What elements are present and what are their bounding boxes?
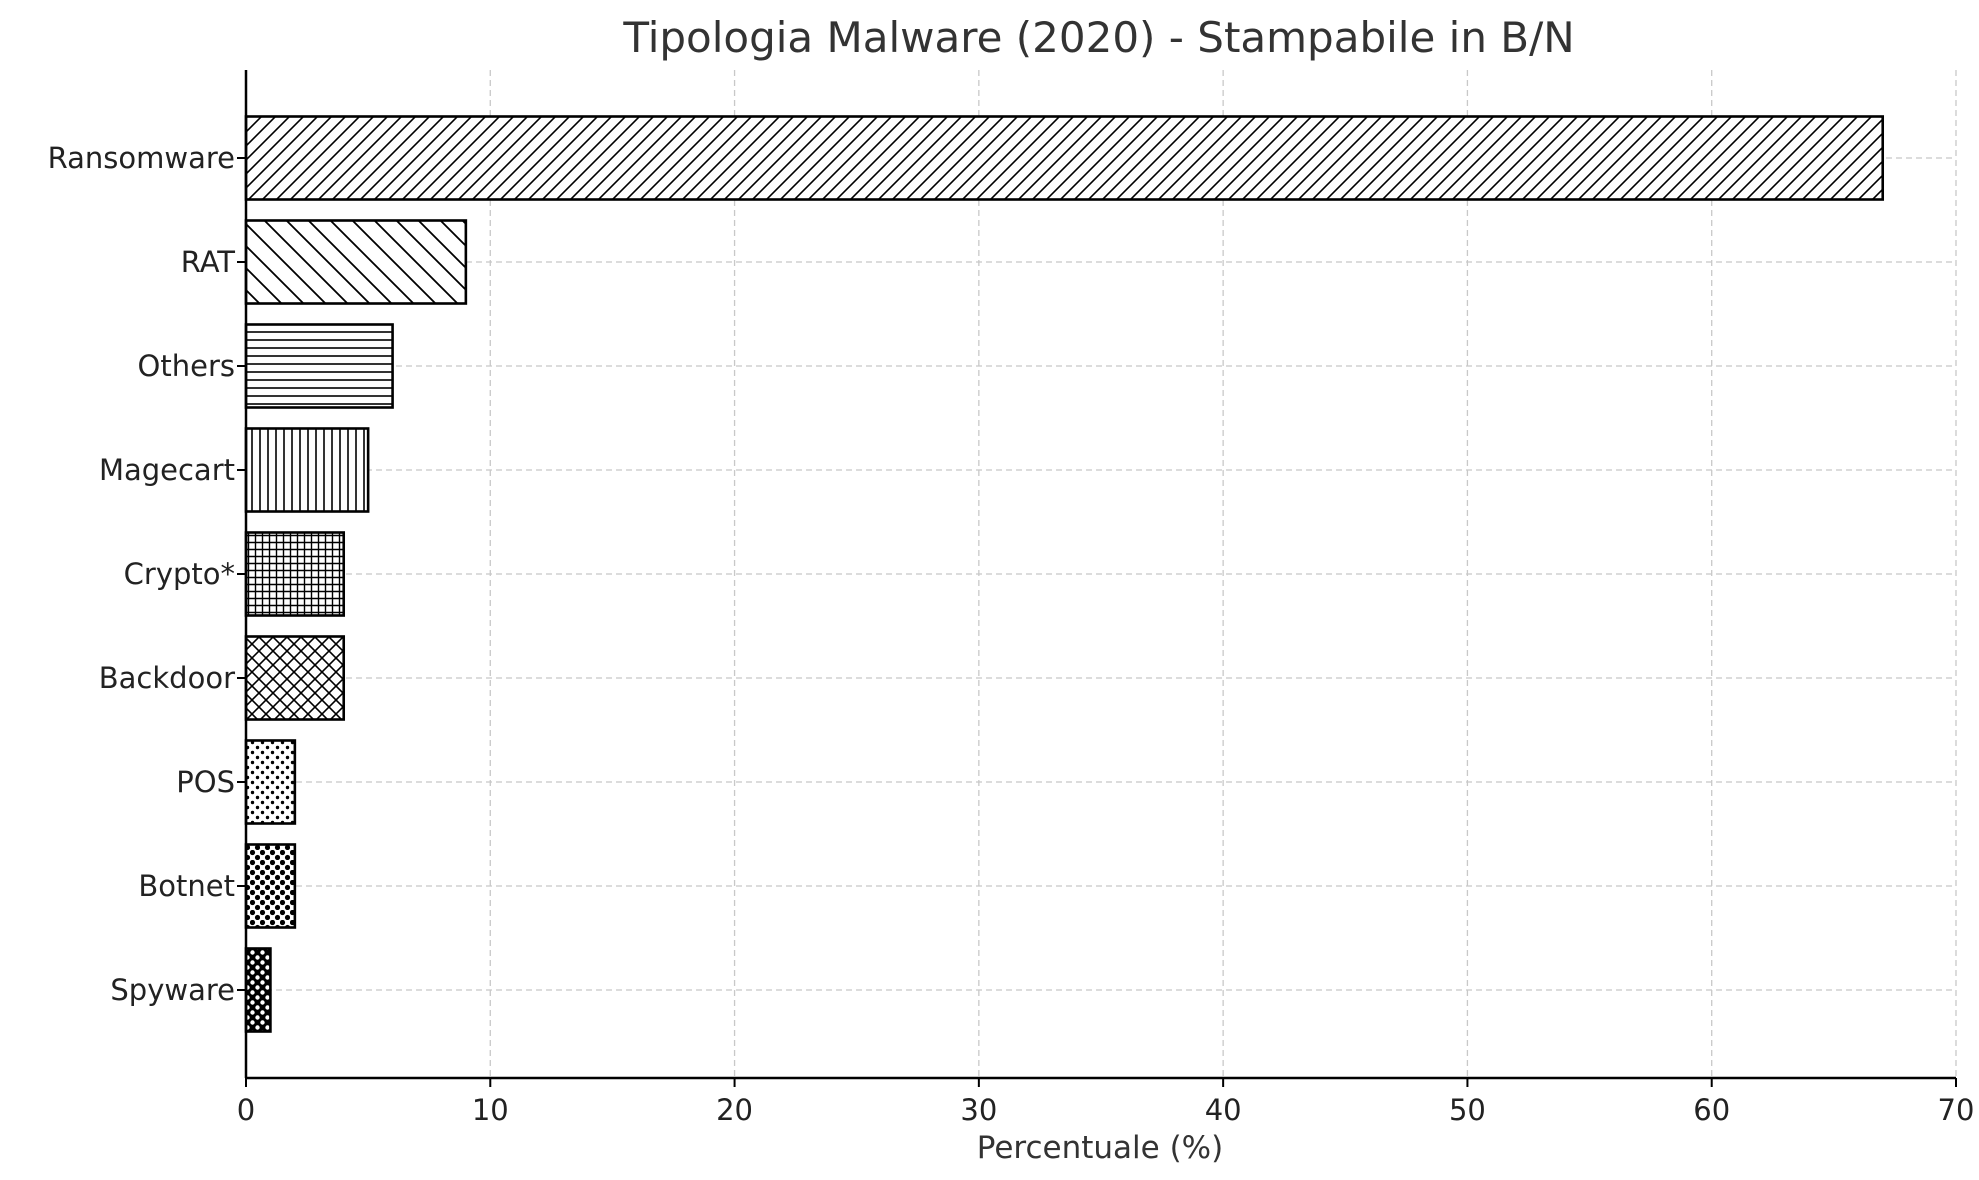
x-tick-label: 0: [237, 1093, 255, 1127]
bar-magecart: [244, 427, 370, 513]
y-tick-label: Magecart: [99, 453, 235, 487]
x-axis-label: Percentuale (%): [977, 1130, 1223, 1166]
bar-others: [244, 323, 394, 409]
y-tick-label: Crypto*: [124, 557, 235, 591]
x-tick-label: 50: [1449, 1093, 1486, 1127]
y-tick-label: RAT: [181, 245, 236, 279]
bar-rat: [244, 219, 468, 305]
y-axis-ticks: Ransomware RAT Others Magecart Crypto* Backdo…: [48, 141, 246, 1007]
y-tick-label: Others: [138, 349, 235, 383]
y-tick-label: POS: [176, 765, 235, 799]
x-tick-label: 30: [960, 1093, 997, 1127]
bar-crypto: [244, 531, 346, 617]
bar-pos: [244, 739, 297, 825]
bar-backdoor: [244, 635, 346, 721]
y-tick-label: Ransomware: [48, 141, 235, 175]
y-tick-label: Botnet: [138, 869, 235, 903]
x-tick-label: 10: [472, 1093, 509, 1127]
y-tick-label: Spyware: [110, 973, 235, 1007]
x-axis-ticks: 0 10 20 30 40 50 60 70: [237, 1078, 1975, 1127]
bar-spyware: [244, 947, 272, 1033]
bar-botnet: [244, 843, 297, 929]
chart-title: Tipologia Malware (2020) - Stampabile in…: [622, 13, 1574, 62]
y-tick-label: Backdoor: [99, 661, 235, 695]
x-tick-label: 60: [1693, 1093, 1730, 1127]
x-tick-label: 40: [1205, 1093, 1242, 1127]
x-tick-label: 20: [716, 1093, 753, 1127]
bar-ransomware: [244, 115, 1885, 201]
grid-lines: [245, 70, 1957, 1078]
x-tick-label: 70: [1938, 1093, 1975, 1127]
